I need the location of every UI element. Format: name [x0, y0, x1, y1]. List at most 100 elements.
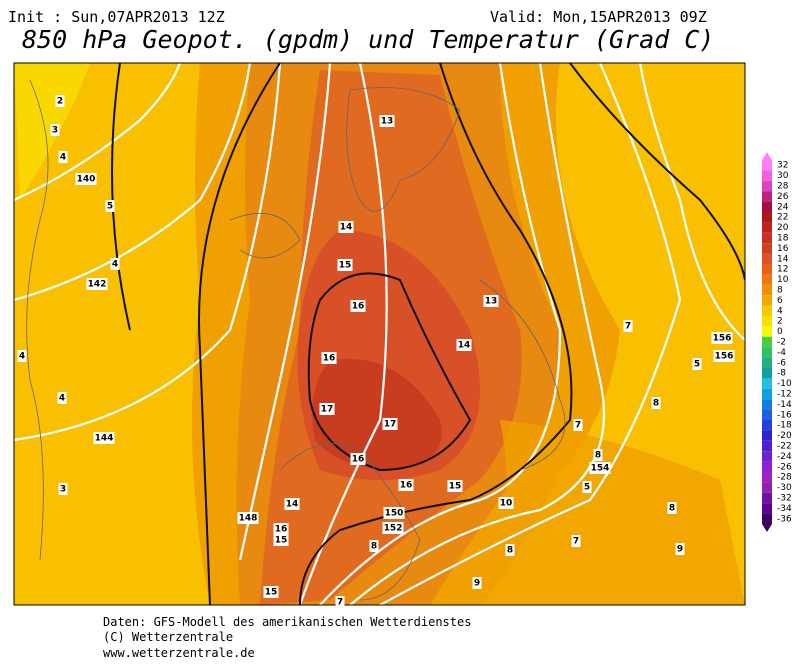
temperature-label-box [382, 418, 398, 430]
temperature-label: 7 [337, 598, 343, 608]
temperature-label: 10 [500, 499, 513, 509]
temperature-label-box [57, 392, 67, 404]
colorbar-swatch [762, 399, 772, 410]
colorbar-label: -18 [777, 421, 792, 431]
temperature-label: 4 [19, 352, 25, 362]
colorbar-tip [762, 524, 772, 532]
temperature-label: 7 [625, 322, 631, 332]
geopotential-label: 142 [88, 280, 107, 290]
colorbar-label: 4 [777, 306, 783, 316]
temperature-label-box [338, 221, 354, 233]
temperature-label-box [58, 483, 68, 495]
colorbar-swatch [762, 451, 772, 462]
colorbar-swatch [762, 440, 772, 452]
geopotential-label-box [713, 350, 735, 362]
colorbar-label: 20 [777, 223, 789, 233]
colorbar-swatch [762, 420, 772, 431]
colorbar-swatch [762, 274, 772, 285]
temperature-label: 16 [352, 455, 365, 465]
temperature-label-box [447, 480, 463, 492]
colorbar-label: 12 [777, 265, 788, 275]
colorbar-swatch [762, 253, 772, 264]
colorbar-swatch [762, 378, 772, 389]
temperature-label: 3 [60, 485, 66, 495]
colorbar-swatch [762, 430, 772, 441]
temperature-label-box [350, 453, 366, 465]
temperature-label-box [483, 295, 499, 307]
colorbar-label: 18 [777, 234, 789, 244]
footer-line: (C) Wetterzentrale [103, 630, 233, 644]
temperature-label-box [692, 358, 702, 370]
temperature-label: 2 [57, 97, 63, 107]
temperature-label-box [263, 586, 279, 598]
colorbar-label: -36 [777, 514, 792, 524]
colorbar-swatch [762, 472, 772, 483]
temperature-label-box [319, 403, 335, 415]
temperature-label: 4 [59, 394, 65, 404]
colorbar-label: -28 [777, 473, 792, 483]
colorbar-swatch [762, 201, 772, 212]
temperature-label-box [284, 498, 300, 510]
temperature-label-box [379, 115, 395, 127]
temperature-label: 15 [449, 482, 462, 492]
colorbar-label: -34 [777, 504, 792, 514]
temperature-label-box [582, 481, 592, 493]
geopotential-contours [14, 63, 745, 605]
colorbar-swatch [762, 409, 772, 420]
colorbar-swatch [762, 461, 772, 472]
temperature-label: 13 [381, 117, 394, 127]
temperature-label: 3 [52, 126, 58, 136]
colorbar-swatch [762, 295, 772, 306]
temperature-label-box [593, 449, 603, 461]
geopotential-label-box [711, 332, 733, 344]
temperature-label: 5 [107, 202, 113, 212]
map-title: 850 hPa Geopot. (gpdm) und Temperatur (G… [22, 25, 714, 54]
colorbar-label: 10 [777, 275, 789, 285]
temperature-label: 9 [474, 579, 480, 589]
temperature-label: 16 [352, 302, 365, 312]
colorbar-swatch [762, 336, 772, 348]
colorbar-label: -6 [777, 358, 786, 368]
temperature-label: 4 [60, 153, 66, 163]
temperature-label: 8 [653, 399, 659, 409]
temperature-label-box [350, 300, 366, 312]
isotherms [111, 63, 745, 605]
colorbar-label: -22 [777, 442, 792, 452]
temperature-label: 7 [573, 537, 579, 547]
geopotential-label: 148 [239, 514, 258, 524]
temperature-label-box [472, 577, 482, 589]
colorbar-swatch [762, 482, 772, 493]
temperature-label-box [398, 479, 414, 491]
temperature-label-box [369, 540, 379, 552]
colorbar-label: -4 [777, 348, 786, 358]
temperature-label: 5 [584, 483, 590, 493]
geopotential-label: 144 [95, 434, 114, 444]
temperature-label-box [456, 339, 472, 351]
temperature-label: 8 [371, 542, 377, 552]
colorbar-swatch [762, 388, 772, 400]
colorbar-label: -10 [777, 379, 792, 389]
geopotential-label: 156 [713, 334, 732, 344]
temperature-label-box [110, 258, 120, 270]
band [312, 358, 442, 470]
colorbar-label: -2 [777, 338, 786, 348]
colorbar-swatch [762, 160, 772, 171]
colorbar-label: 14 [777, 254, 789, 264]
temperature-label-box [505, 544, 515, 556]
colorbar-label: -14 [777, 400, 792, 410]
colorbar-label: 0 [777, 327, 783, 337]
colorbar-swatch [762, 316, 772, 327]
temperature-label: 14 [340, 223, 353, 233]
footer-line: www.wetterzentrale.de [103, 646, 255, 660]
colorbar-swatch [762, 357, 772, 368]
temperature-label-box [667, 502, 677, 514]
colorbar-swatch [762, 222, 772, 233]
colorbar-swatch [762, 368, 772, 379]
temperature-label-box [675, 543, 685, 555]
temperature-label: 17 [321, 405, 334, 415]
colorbar-swatch [762, 492, 772, 504]
temperature-label: 8 [669, 504, 675, 514]
map [13, 62, 746, 606]
colorbar-label: 16 [777, 244, 789, 254]
geopotential-label-box [86, 278, 108, 290]
